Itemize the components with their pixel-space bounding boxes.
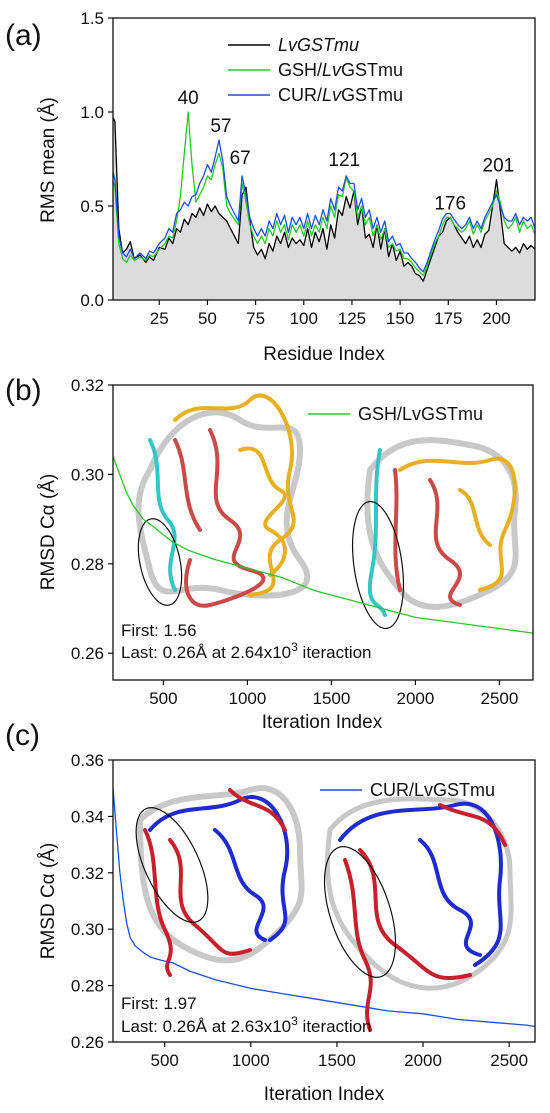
peak-label: 176 xyxy=(434,193,466,214)
legend-label-b-0: GSH/LvGSTmu xyxy=(358,404,483,424)
protein-structure-image-c2 xyxy=(324,796,514,1032)
y-tick-label-c: 0.36 xyxy=(71,751,104,770)
protein-structure-image-b1 xyxy=(135,393,311,608)
peak-label: 57 xyxy=(210,116,231,137)
highlight-ellipse-c1 xyxy=(135,807,209,923)
panel-label-b: (b) xyxy=(5,374,42,407)
panel-b: (b) 500 1000 1500 2000 2500 0.26 0.28 0.30 0.32… xyxy=(5,374,534,733)
panel-a: (a) 25 50 75 100 125 150 175 200 0.0 0.5 1.0 1.5 4… xyxy=(5,9,536,365)
x-tick-label-a: 175 xyxy=(434,309,462,328)
plot-area-c xyxy=(113,788,535,1028)
panel-label-a: (a) xyxy=(5,19,42,52)
panel-c: (c) 500 1000 1500 2000 2500 0.26 0.28 0.30 0.32… xyxy=(5,719,536,1105)
peak-label: 121 xyxy=(328,150,360,171)
x-axis-a: 25 50 75 100 125 150 175 200 xyxy=(150,300,511,328)
series-line-c-0 xyxy=(113,788,535,1028)
last-value-c-suffix: iteraction xyxy=(298,1017,372,1036)
y-tick-label-a: 1.5 xyxy=(80,9,104,28)
y-axis-title-c: RMSD Cα (Å) xyxy=(38,843,59,960)
y-axis-title-b: RMSD Cα (Å) xyxy=(38,474,59,591)
y-tick-label-c: 0.34 xyxy=(71,807,104,826)
x-tick-label-a: 125 xyxy=(338,309,366,328)
x-tick-label-b: 1000 xyxy=(228,689,266,708)
last-value-b-exponent: 3 xyxy=(291,640,298,654)
x-axis-title-c: Iteration Index xyxy=(264,1084,385,1105)
axes-frame-b xyxy=(112,384,534,681)
y-tick-label-b: 0.26 xyxy=(71,644,104,663)
last-value-b-text: Last: 0.26Å at 2.64x10 xyxy=(121,643,291,662)
series-area-a-0 xyxy=(113,117,535,300)
y-tick-label-c: 0.26 xyxy=(71,1033,104,1052)
axes-frame-a xyxy=(112,17,536,301)
x-axis-c: 500 1000 1500 2000 2500 xyxy=(150,1042,528,1070)
y-tick-label-b: 0.30 xyxy=(71,465,104,484)
x-tick-label-c: 500 xyxy=(150,1051,178,1070)
x-axis-title-a: Residue Index xyxy=(263,344,385,365)
y-tick-label-a: 0.0 xyxy=(80,291,104,310)
series-line-a-0 xyxy=(113,117,535,282)
y-axis-c: 0.26 0.28 0.30 0.32 0.34 0.36 xyxy=(71,751,113,1052)
y-tick-label-a: 0.5 xyxy=(80,197,104,216)
y-axis-title-a: RMS mean (Å) xyxy=(38,97,59,223)
y-tick-label-c: 0.30 xyxy=(71,920,104,939)
x-tick-label-a: 75 xyxy=(246,309,265,328)
legend-c: CUR/LvGSTmu xyxy=(320,780,495,800)
x-tick-label-b: 1500 xyxy=(312,689,350,708)
protein-structure-image-b2 xyxy=(364,437,519,617)
series-line-a-2 xyxy=(113,139,535,273)
x-tick-label-c: 1500 xyxy=(318,1051,356,1070)
x-tick-label-a: 50 xyxy=(198,309,217,328)
x-tick-label-c: 1000 xyxy=(232,1051,270,1070)
first-value-c: First: 1.97 xyxy=(121,994,197,1013)
series-line-b-0 xyxy=(113,456,533,634)
last-value-b-suffix: iteraction xyxy=(298,643,372,662)
y-tick-label-c: 0.32 xyxy=(71,864,104,883)
x-tick-label-a: 100 xyxy=(290,309,318,328)
last-value-b: Last: 0.26Å at 2.64x103 iteraction xyxy=(121,640,372,662)
peak-label: 67 xyxy=(230,148,251,169)
legend-label-a-2: CUR/LvGSTmu xyxy=(278,85,403,105)
y-tick-label-c: 0.28 xyxy=(71,977,104,996)
x-tick-label-c: 2500 xyxy=(490,1051,528,1070)
x-tick-label-a: 150 xyxy=(386,309,414,328)
series-line-a-1 xyxy=(113,111,535,277)
y-tick-label-b: 0.28 xyxy=(71,555,104,574)
legend-label-a-1: GSH/LvGSTmu xyxy=(278,60,403,80)
legend-a: LvGSTmu GSH/LvGSTmu CUR/LvGSTmu xyxy=(228,35,403,105)
y-tick-label-a: 1.0 xyxy=(80,103,104,122)
highlight-ellipse-c2 xyxy=(323,846,397,978)
first-value-b: First: 1.56 xyxy=(121,621,197,640)
panel-label-c: (c) xyxy=(5,719,40,752)
y-axis-a: 0.0 0.5 1.0 1.5 xyxy=(80,9,113,310)
last-value-c-text: Last: 0.26Å at 2.63x10 xyxy=(121,1017,291,1036)
plot-area-b xyxy=(113,456,533,634)
last-value-c-exponent: 3 xyxy=(291,1014,298,1028)
y-axis-b: 0.26 0.28 0.30 0.32 xyxy=(71,376,113,663)
x-axis-b: 500 1000 1500 2000 2500 xyxy=(149,680,518,708)
protein-structure-image-c1 xyxy=(137,785,305,977)
x-tick-label-a: 200 xyxy=(482,309,510,328)
y-tick-label-b: 0.32 xyxy=(71,376,104,395)
legend-b: GSH/LvGSTmu xyxy=(308,404,483,424)
x-tick-label-a: 25 xyxy=(150,309,169,328)
x-axis-title-b: Iteration Index xyxy=(262,712,383,733)
peak-label: 40 xyxy=(178,88,199,109)
last-value-c: Last: 0.26Å at 2.63x103 iteraction xyxy=(121,1014,372,1036)
highlight-ellipse-b1 xyxy=(137,518,183,606)
legend-label-a-0: LvGSTmu xyxy=(278,35,359,55)
highlight-ellipse-b2 xyxy=(352,500,404,630)
axes-frame-c xyxy=(112,759,536,1043)
plot-area-a xyxy=(113,111,535,300)
x-tick-label-c: 2000 xyxy=(404,1051,442,1070)
legend-label-c-0: CUR/LvGSTmu xyxy=(370,780,495,800)
x-tick-label-b: 2000 xyxy=(396,689,434,708)
peak-label: 201 xyxy=(483,156,515,177)
x-tick-label-b: 2500 xyxy=(480,689,518,708)
x-tick-label-b: 500 xyxy=(149,689,177,708)
peak-labels-a: 40 57 67 121 176 201 xyxy=(178,88,515,214)
